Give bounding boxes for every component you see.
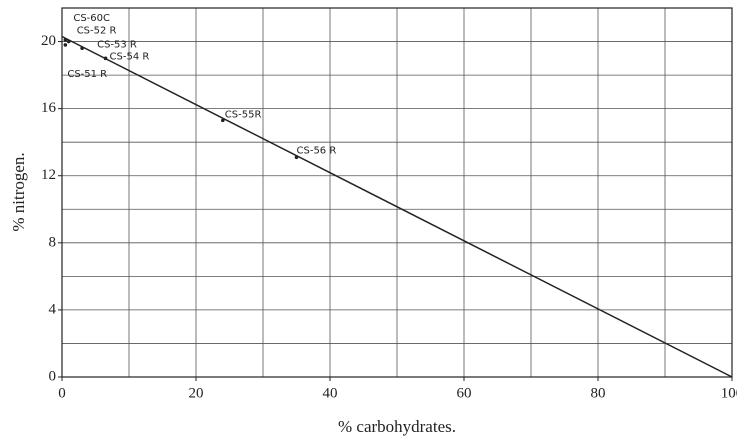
y-tick-label: 4 <box>49 301 57 317</box>
y-tick-label: 20 <box>41 33 56 49</box>
point-label: CS-52 R <box>77 26 117 37</box>
point <box>294 155 299 160</box>
x-tick-label: 80 <box>591 385 606 401</box>
point-label: CS-54 R <box>110 51 150 62</box>
point <box>63 43 68 47</box>
point-label: CS-55R <box>225 109 262 120</box>
point-label: CS-56 R <box>297 145 337 156</box>
fit-line <box>61 35 733 378</box>
x-tick-label: 40 <box>323 385 338 401</box>
x-tick-label: 0 <box>58 385 66 401</box>
plot-frame <box>61 7 733 378</box>
x-axis-title: % carbohydrates. <box>338 417 456 436</box>
point <box>80 46 84 51</box>
point-label: CS-60C <box>73 13 110 24</box>
y-tick-label: 0 <box>49 368 57 384</box>
y-tick-label: 8 <box>49 234 57 250</box>
point <box>66 39 71 44</box>
y-tick-label: 16 <box>41 100 57 116</box>
y-axis-title: % nitrogen. <box>9 152 28 231</box>
point <box>103 56 108 61</box>
point-label: CS-51 R <box>67 69 107 80</box>
y-tick-label: 12 <box>41 167 56 183</box>
point <box>63 38 68 42</box>
x-tick-label: 60 <box>457 385 472 401</box>
x-tick-label: 20 <box>189 385 204 401</box>
x-tick-label: 100 <box>721 385 737 401</box>
point-label: CS-53 R <box>97 39 137 50</box>
point <box>221 118 225 123</box>
